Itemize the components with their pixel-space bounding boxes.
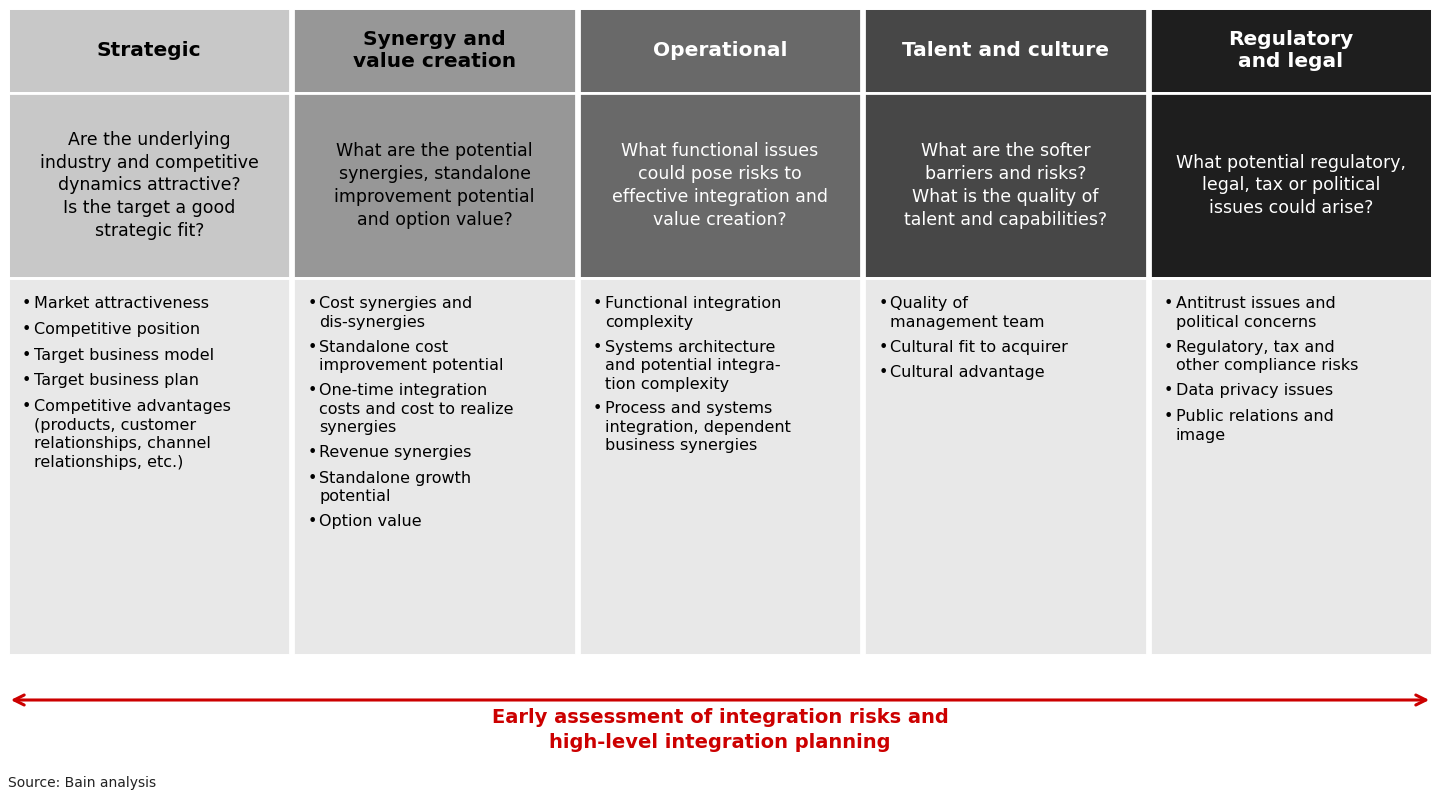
Text: Standalone cost
improvement potential: Standalone cost improvement potential [320,339,504,373]
Text: Regulatory
and legal: Regulatory and legal [1228,30,1354,71]
Bar [579,93,861,278]
Text: What are the softer
barriers and risks?
What is the quality of
talent and capabi: What are the softer barriers and risks? … [904,142,1107,229]
Text: Talent and culture: Talent and culture [901,41,1109,60]
Text: Cost synergies and
dis-synergies: Cost synergies and dis-synergies [320,296,472,330]
Bar [864,278,1146,655]
Text: Public relations and
image: Public relations and image [1175,409,1333,443]
Text: •: • [22,322,32,337]
Text: •: • [307,471,317,486]
Text: •: • [593,339,602,355]
Bar [864,93,1146,278]
Text: •: • [878,365,887,381]
Text: •: • [1164,409,1174,424]
Text: What potential regulatory,
legal, tax or political
issues could arise?: What potential regulatory, legal, tax or… [1176,154,1405,217]
Text: Target business plan: Target business plan [35,373,199,389]
Text: •: • [307,445,317,460]
Text: What functional issues
could pose risks to
effective integration and
value creat: What functional issues could pose risks … [612,142,828,229]
Bar [9,8,1431,655]
Bar [9,93,291,278]
Text: Market attractiveness: Market attractiveness [35,296,209,311]
Text: Competitive advantages
(products, customer
relationships, channel
relationships,: Competitive advantages (products, custom… [35,399,230,470]
Bar [1149,278,1431,655]
Text: Source: Bain analysis: Source: Bain analysis [9,776,156,790]
Text: •: • [593,401,602,416]
Text: Early assessment of integration risks and
high-level integration planning: Early assessment of integration risks an… [491,708,949,752]
Bar [864,8,1146,93]
Text: Process and systems
integration, dependent
business synergies: Process and systems integration, depende… [605,401,791,454]
Text: Systems architecture
and potential integra-
tion complexity: Systems architecture and potential integ… [605,339,780,392]
Text: What are the potential
synergies, standalone
improvement potential
and option va: What are the potential synergies, standa… [334,142,534,229]
Text: Functional integration
complexity: Functional integration complexity [605,296,780,330]
Text: Data privacy issues: Data privacy issues [1175,383,1333,399]
Bar [294,278,576,655]
Text: •: • [1164,339,1174,355]
Text: •: • [22,399,32,414]
Text: Strategic: Strategic [96,41,202,60]
Text: Quality of
management team: Quality of management team [890,296,1044,330]
Text: Standalone growth
potential: Standalone growth potential [320,471,471,504]
Text: •: • [878,296,887,311]
Bar [294,8,576,93]
Bar [579,8,861,93]
Text: Antitrust issues and
political concerns: Antitrust issues and political concerns [1175,296,1335,330]
Text: •: • [1164,383,1174,399]
Text: •: • [593,296,602,311]
Text: •: • [22,296,32,311]
Text: Regulatory, tax and
other compliance risks: Regulatory, tax and other compliance ris… [1175,339,1358,373]
Text: Target business model: Target business model [35,347,215,363]
Text: Revenue synergies: Revenue synergies [320,445,472,460]
Text: Synergy and
value creation: Synergy and value creation [353,30,516,71]
Text: •: • [878,339,887,355]
Text: •: • [1164,296,1174,311]
Text: Are the underlying
industry and competitive
dynamics attractive?
Is the target a: Are the underlying industry and competit… [40,130,259,241]
Text: One-time integration
costs and cost to realize
synergies: One-time integration costs and cost to r… [320,383,514,436]
Bar [1149,8,1431,93]
Bar [9,8,291,93]
Text: •: • [307,296,317,311]
Bar [1149,93,1431,278]
Text: •: • [307,514,317,529]
Bar [294,93,576,278]
Text: •: • [307,383,317,399]
Text: •: • [22,347,32,363]
Bar [9,278,291,655]
Text: Cultural fit to acquirer: Cultural fit to acquirer [890,339,1068,355]
Text: •: • [307,339,317,355]
Text: Cultural advantage: Cultural advantage [890,365,1045,381]
Bar [579,278,861,655]
Text: Competitive position: Competitive position [35,322,200,337]
Text: Operational: Operational [652,41,788,60]
Text: •: • [22,373,32,389]
Text: Option value: Option value [320,514,422,529]
